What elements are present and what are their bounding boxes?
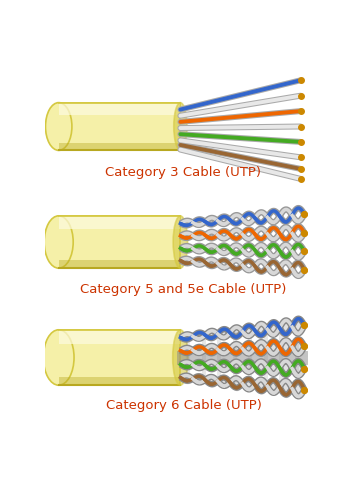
FancyBboxPatch shape [59, 104, 180, 151]
Ellipse shape [43, 330, 74, 385]
Ellipse shape [173, 330, 188, 385]
Text: Category 6 Cable (UTP): Category 6 Cable (UTP) [106, 398, 261, 411]
Ellipse shape [45, 104, 72, 151]
Ellipse shape [173, 216, 188, 269]
FancyBboxPatch shape [59, 261, 180, 269]
Text: Category 3 Cable (UTP): Category 3 Cable (UTP) [106, 166, 261, 179]
FancyBboxPatch shape [59, 144, 180, 151]
FancyBboxPatch shape [59, 216, 180, 269]
FancyBboxPatch shape [59, 216, 180, 229]
FancyBboxPatch shape [59, 104, 180, 115]
FancyBboxPatch shape [59, 330, 180, 385]
Ellipse shape [44, 216, 73, 269]
Ellipse shape [174, 104, 187, 151]
FancyBboxPatch shape [59, 377, 180, 385]
Text: Category 5 and 5e Cable (UTP): Category 5 and 5e Cable (UTP) [80, 283, 287, 295]
FancyBboxPatch shape [59, 330, 180, 344]
